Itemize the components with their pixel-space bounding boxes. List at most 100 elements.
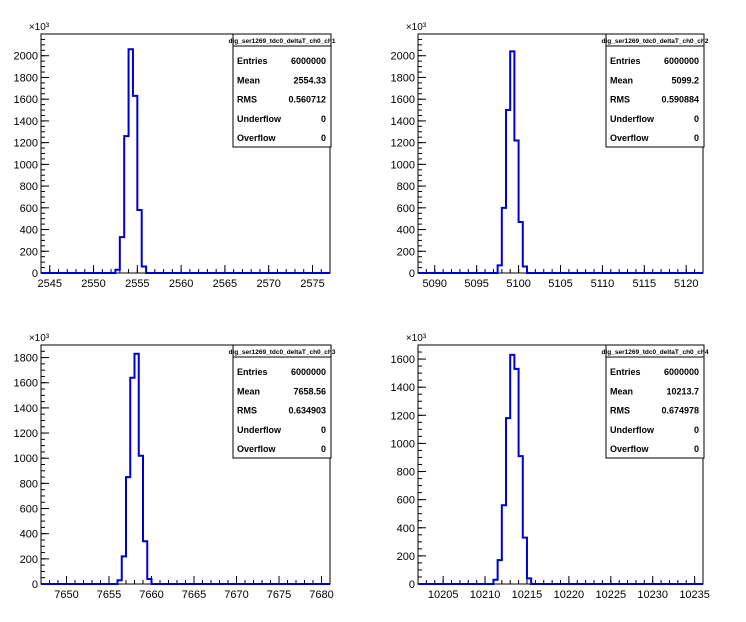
histogram-bin bbox=[502, 208, 506, 273]
y-tick-label: 1000 bbox=[14, 453, 38, 465]
x-tick-label: 7675 bbox=[267, 589, 291, 601]
stats-value-entries: 6000000 bbox=[291, 367, 326, 377]
stats-label-entries: Entries bbox=[237, 367, 268, 377]
histogram-bin bbox=[502, 505, 506, 584]
x-tick-label: 5095 bbox=[464, 278, 488, 290]
stats-label-entries: Entries bbox=[237, 56, 268, 66]
x-tick-label: 2570 bbox=[256, 278, 280, 290]
x-tick-label: 7680 bbox=[309, 589, 333, 601]
y-tick-label: 800 bbox=[397, 181, 415, 193]
stats-label-entries: Entries bbox=[610, 56, 641, 66]
stats-value-rms: 0.590884 bbox=[661, 95, 699, 105]
x-tick-label: 10210 bbox=[470, 589, 501, 601]
y-tick-label: 1800 bbox=[14, 353, 38, 365]
y-tick-label: 600 bbox=[20, 203, 38, 215]
stats-value-overflow: 0 bbox=[694, 133, 699, 143]
y-tick-label: 0 bbox=[32, 268, 38, 280]
stats-label-mean: Mean bbox=[237, 386, 260, 396]
x-tick-label: 2555 bbox=[125, 278, 149, 290]
x-tick-label: 5115 bbox=[632, 278, 656, 290]
x-tick-label: 10235 bbox=[679, 589, 710, 601]
histogram-bin bbox=[523, 538, 527, 584]
histogram-bin bbox=[126, 477, 130, 584]
x-tick-label: 10225 bbox=[595, 589, 626, 601]
histogram-bin bbox=[510, 51, 514, 273]
y-tick-label: 1800 bbox=[14, 72, 38, 84]
stats-box: dig_ser1269_tdc0_deltaT_ch0_ch2 Entries 60… bbox=[602, 33, 709, 148]
y-exponent-label: ×10³ bbox=[406, 22, 427, 33]
x-tick-label: 5100 bbox=[506, 278, 530, 290]
stats-box-frame bbox=[232, 344, 332, 459]
histogram-bin bbox=[493, 580, 497, 584]
histogram-pad-2: 0 200 400 600 800 1000 1200 1400 1600 1800 2000 509… bbox=[391, 22, 709, 290]
histogram-bin bbox=[115, 270, 119, 273]
stats-label-rms: RMS bbox=[237, 95, 257, 105]
y-tick-label: 1600 bbox=[391, 94, 415, 106]
y-tick-label: 1400 bbox=[391, 382, 415, 394]
y-tick-label: 600 bbox=[397, 495, 415, 507]
stats-value-underflow: 0 bbox=[694, 114, 699, 124]
y-tick-label: 1800 bbox=[391, 72, 415, 84]
histogram-bin bbox=[519, 456, 523, 584]
x-tick-label: 5120 bbox=[674, 278, 698, 290]
histogram-bin bbox=[506, 418, 510, 584]
stats-value-overflow: 0 bbox=[321, 444, 326, 454]
histogram-pad-3: 0 200 400 600 800 1000 1200 1400 1600 1800 7650 765… bbox=[14, 333, 336, 601]
stats-box: dig_ser1269_tdc0_deltaT_ch0_ch4 Entries 60… bbox=[602, 344, 709, 459]
stats-box: dig_ser1269_tdc0_deltaT_ch0_ch3 Entries 60… bbox=[229, 344, 336, 459]
x-tick-label: 7660 bbox=[139, 589, 163, 601]
stats-value-entries: 6000000 bbox=[664, 367, 699, 377]
y-tick-label: 200 bbox=[397, 551, 415, 563]
stats-value-overflow: 0 bbox=[321, 133, 326, 143]
stats-value-underflow: 0 bbox=[694, 425, 699, 435]
histogram-outline bbox=[41, 352, 330, 585]
stats-label-underflow: Underflow bbox=[237, 425, 282, 435]
stats-label-overflow: Overflow bbox=[610, 444, 650, 454]
stats-value-underflow: 0 bbox=[321, 114, 326, 124]
x-tick-label: 10220 bbox=[554, 589, 585, 601]
stats-label-underflow: Underflow bbox=[610, 425, 655, 435]
x-tick-label: 10215 bbox=[512, 589, 543, 601]
y-tick-label: 1000 bbox=[391, 159, 415, 171]
stats-label-overflow: Overflow bbox=[610, 133, 650, 143]
y-tick-label: 1400 bbox=[391, 116, 415, 128]
histogram-outline bbox=[41, 48, 330, 274]
stats-label-rms: RMS bbox=[610, 406, 630, 416]
histogram-bin bbox=[506, 110, 510, 273]
histogram-bin bbox=[143, 541, 147, 584]
y-tick-label: 0 bbox=[409, 268, 415, 280]
stats-value-mean: 5099.2 bbox=[671, 75, 699, 85]
y-tick-label: 1200 bbox=[391, 410, 415, 422]
histogram-bin bbox=[519, 222, 523, 273]
y-tick-label: 1000 bbox=[14, 159, 38, 171]
y-tick-label: 1600 bbox=[391, 354, 415, 366]
x-tick-label: 7670 bbox=[224, 589, 248, 601]
stats-box-frame bbox=[605, 344, 705, 459]
histogram-title: dig_ser1269_tdc0_deltaT_ch0_ch1 bbox=[229, 38, 336, 45]
stats-value-rms: 0.674978 bbox=[661, 406, 699, 416]
stats-value-entries: 6000000 bbox=[664, 56, 699, 66]
y-tick-label: 1200 bbox=[14, 428, 38, 440]
stats-value-entries: 6000000 bbox=[291, 56, 326, 66]
y-tick-label: 1200 bbox=[14, 138, 38, 150]
histogram-pad-1: 0 200 400 600 800 1000 1200 1400 1600 1800 2000 254… bbox=[14, 22, 336, 290]
stats-label-mean: Mean bbox=[610, 75, 633, 85]
histogram-bin bbox=[147, 579, 151, 584]
histogram-bin bbox=[118, 580, 122, 584]
histogram-bin bbox=[498, 560, 502, 584]
histogram-pad-4: 0 200 400 600 800 1000 1200 1400 1600 10205 10210 1… bbox=[391, 333, 710, 601]
stats-label-underflow: Underflow bbox=[610, 114, 655, 124]
x-tick-label: 7665 bbox=[182, 589, 206, 601]
y-exponent-label: ×10³ bbox=[406, 333, 427, 344]
y-tick-label: 600 bbox=[20, 504, 38, 516]
y-tick-label: 400 bbox=[20, 225, 38, 237]
y-tick-label: 0 bbox=[409, 579, 415, 591]
x-tick-label: 10230 bbox=[637, 589, 668, 601]
stats-label-entries: Entries bbox=[610, 367, 641, 377]
y-tick-label: 400 bbox=[397, 225, 415, 237]
x-tick-label: 2560 bbox=[169, 278, 193, 290]
y-tick-label: 1600 bbox=[14, 94, 38, 106]
histogram-bin bbox=[139, 456, 143, 584]
histogram-bin bbox=[129, 49, 133, 273]
